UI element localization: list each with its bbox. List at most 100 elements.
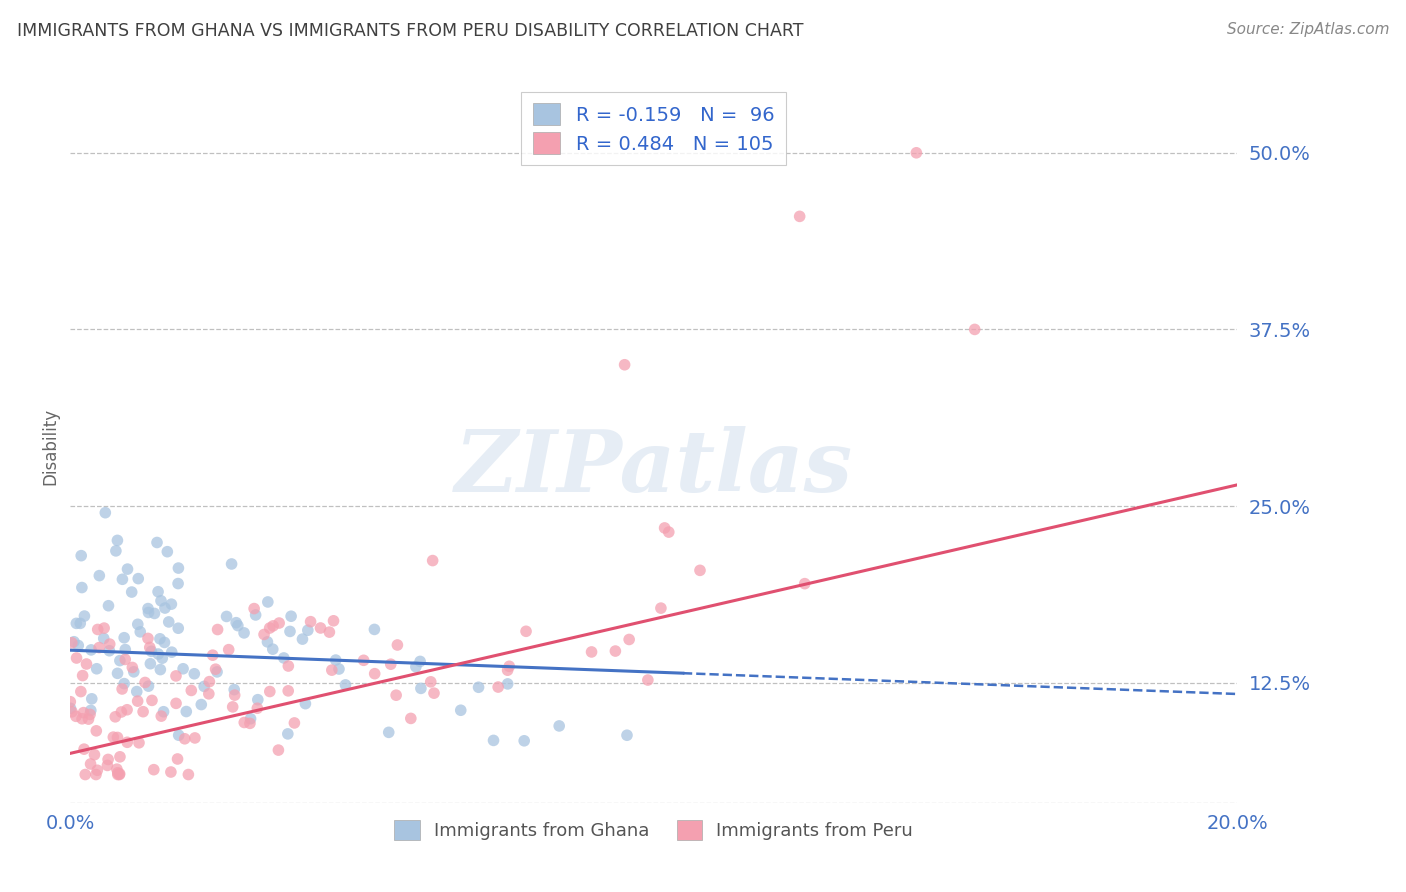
Point — [246, 701, 269, 715]
Point — [201, 648, 224, 662]
Point — [98, 637, 121, 651]
Point — [156, 544, 179, 558]
Point — [121, 660, 143, 674]
Point — [283, 715, 305, 730]
Point — [108, 654, 131, 668]
Point — [262, 642, 284, 657]
Point — [77, 712, 100, 726]
Point — [70, 712, 93, 726]
Point — [80, 691, 103, 706]
Point — [789, 210, 811, 224]
Point — [419, 674, 441, 689]
Point — [73, 742, 96, 756]
Point — [115, 703, 138, 717]
Point — [184, 731, 207, 745]
Point — [291, 632, 314, 646]
Point — [515, 624, 537, 639]
Point — [80, 703, 103, 717]
Point — [69, 616, 91, 631]
Point — [138, 606, 160, 620]
Point — [141, 644, 163, 658]
Point — [963, 322, 986, 336]
Point — [139, 657, 162, 671]
Point — [246, 692, 269, 706]
Point — [150, 651, 173, 665]
Point — [325, 653, 347, 667]
Point — [70, 549, 93, 563]
Point — [108, 766, 131, 780]
Point — [173, 731, 195, 746]
Point — [114, 642, 136, 657]
Point — [318, 625, 340, 640]
Point — [328, 662, 350, 676]
Point — [224, 682, 246, 697]
Point — [297, 624, 319, 638]
Point — [121, 585, 143, 599]
Point — [149, 632, 172, 646]
Point — [94, 506, 117, 520]
Point — [84, 723, 107, 738]
Point — [262, 619, 284, 633]
Point — [498, 659, 520, 673]
Point — [793, 576, 815, 591]
Text: Source: ZipAtlas.com: Source: ZipAtlas.com — [1226, 22, 1389, 37]
Point — [165, 697, 187, 711]
Point — [107, 765, 129, 780]
Point — [245, 607, 267, 622]
Point — [79, 707, 101, 722]
Point — [322, 614, 344, 628]
Point — [98, 644, 121, 658]
Point — [136, 601, 159, 615]
Point — [117, 735, 139, 749]
Point — [277, 727, 299, 741]
Point — [107, 666, 129, 681]
Point — [190, 698, 212, 712]
Point — [84, 767, 107, 781]
Point — [139, 640, 162, 655]
Point — [108, 767, 131, 781]
Point — [59, 695, 82, 709]
Point — [87, 640, 110, 655]
Point — [60, 636, 83, 650]
Point — [486, 680, 509, 694]
Point — [112, 676, 135, 690]
Point — [273, 651, 295, 665]
Point — [335, 678, 357, 692]
Point — [70, 581, 93, 595]
Point — [122, 665, 145, 679]
Point — [117, 562, 139, 576]
Point — [65, 651, 87, 665]
Point — [513, 733, 536, 747]
Point — [107, 533, 129, 548]
Point — [269, 615, 291, 630]
Point — [309, 621, 332, 635]
Point — [167, 576, 190, 591]
Point — [280, 609, 302, 624]
Point — [180, 683, 202, 698]
Point — [146, 584, 169, 599]
Point — [97, 599, 120, 613]
Point — [86, 764, 108, 778]
Point — [405, 659, 427, 673]
Point — [129, 624, 152, 639]
Point — [160, 645, 183, 659]
Point — [93, 621, 115, 635]
Point — [617, 632, 640, 647]
Point — [65, 709, 87, 723]
Point — [613, 358, 636, 372]
Point — [277, 659, 299, 673]
Point — [160, 597, 183, 611]
Point — [157, 615, 180, 629]
Point — [207, 623, 229, 637]
Point — [107, 767, 129, 781]
Point — [160, 764, 183, 779]
Point — [134, 675, 156, 690]
Point — [172, 662, 194, 676]
Point — [353, 653, 375, 667]
Point — [259, 684, 281, 698]
Point — [165, 669, 187, 683]
Point — [548, 719, 571, 733]
Text: IMMIGRANTS FROM GHANA VS IMMIGRANTS FROM PERU DISABILITY CORRELATION CHART: IMMIGRANTS FROM GHANA VS IMMIGRANTS FROM… — [17, 22, 803, 40]
Point — [239, 716, 262, 731]
Point — [150, 709, 173, 723]
